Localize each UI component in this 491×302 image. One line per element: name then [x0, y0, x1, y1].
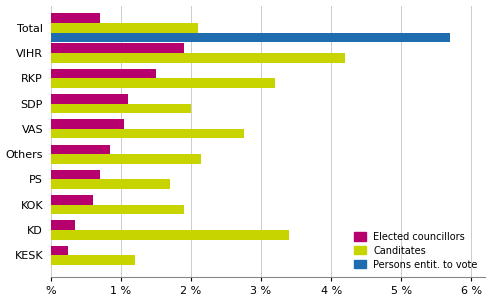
Bar [51, 53, 345, 63]
Bar [51, 104, 191, 113]
Bar [51, 230, 289, 239]
Bar [51, 195, 93, 205]
Bar [51, 78, 275, 88]
Bar [51, 94, 128, 104]
Bar [51, 179, 170, 189]
Bar [51, 23, 198, 33]
Bar [51, 145, 110, 154]
Bar [51, 220, 75, 230]
Bar [51, 255, 135, 265]
Bar [51, 205, 184, 214]
Bar [51, 43, 184, 53]
Bar [51, 170, 100, 179]
Bar [51, 69, 156, 78]
Bar [51, 129, 244, 138]
Legend: Elected councillors, Canditates, Persons entit. to vote: Elected councillors, Canditates, Persons… [351, 229, 481, 273]
Bar [51, 246, 68, 255]
Bar [51, 119, 124, 129]
Bar [51, 33, 450, 42]
Bar [51, 154, 201, 164]
Bar [51, 13, 100, 23]
